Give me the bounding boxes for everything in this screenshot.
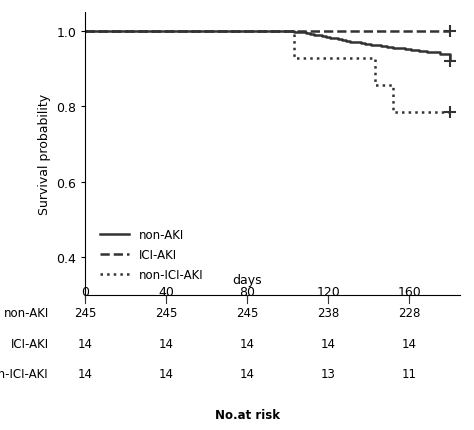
non-ICI-AKI (390, 110, 396, 115)
ICI-AKI (279, 29, 284, 34)
Text: 0: 0 (82, 285, 89, 298)
Text: 160: 160 (397, 285, 421, 298)
non-ICI-AKI (307, 56, 313, 61)
non-ICI-AKI (299, 56, 305, 61)
Text: 14: 14 (240, 367, 255, 380)
non-AKI (331, 36, 337, 41)
Text: 80: 80 (239, 285, 255, 298)
Text: 238: 238 (317, 307, 339, 319)
Text: 14: 14 (159, 367, 174, 380)
Text: 14: 14 (159, 337, 174, 350)
non-ICI-AKI (279, 29, 284, 34)
Text: non-AKI: non-AKI (4, 307, 49, 319)
Text: No.at risk: No.at risk (215, 408, 280, 421)
Text: 228: 228 (398, 307, 420, 319)
Legend: non-AKI, ICI-AKI, non-ICI-AKI: non-AKI, ICI-AKI, non-ICI-AKI (95, 224, 208, 286)
non-ICI-AKI (447, 110, 453, 115)
Text: 120: 120 (316, 285, 340, 298)
non-AKI (311, 33, 317, 38)
non-ICI-AKI (346, 56, 351, 61)
non-ICI-AKI (372, 56, 378, 61)
non-AKI (409, 48, 414, 53)
Text: 245: 245 (74, 307, 97, 319)
Text: 14: 14 (240, 337, 255, 350)
non-ICI-AKI (315, 56, 321, 61)
non-ICI-AKI (372, 83, 378, 88)
non-AKI (447, 59, 453, 64)
non-ICI-AKI (291, 29, 297, 34)
non-ICI-AKI (279, 29, 284, 34)
Text: non-ICI-AKI: non-ICI-AKI (0, 367, 49, 380)
non-ICI-AKI (299, 56, 305, 61)
non-ICI-AKI (417, 110, 422, 115)
Line: non-AKI: non-AKI (85, 32, 450, 62)
non-ICI-AKI (307, 56, 313, 61)
Y-axis label: Survival probability: Survival probability (38, 93, 51, 214)
Text: 13: 13 (321, 367, 336, 380)
non-ICI-AKI (291, 56, 297, 61)
non-ICI-AKI (382, 83, 388, 88)
non-ICI-AKI (376, 83, 382, 88)
non-ICI-AKI (329, 56, 335, 61)
non-ICI-AKI (417, 110, 422, 115)
ICI-AKI (279, 29, 284, 34)
Text: 245: 245 (155, 307, 177, 319)
Text: 245: 245 (236, 307, 258, 319)
non-AKI (315, 34, 321, 39)
Text: 14: 14 (78, 367, 93, 380)
non-ICI-AKI (82, 29, 88, 34)
Text: ICI-AKI: ICI-AKI (11, 337, 49, 350)
ICI-AKI (82, 29, 88, 34)
Text: 11: 11 (401, 367, 417, 380)
non-ICI-AKI (329, 56, 335, 61)
non-ICI-AKI (323, 56, 329, 61)
Text: 14: 14 (321, 337, 336, 350)
ICI-AKI (447, 29, 453, 34)
Text: 14: 14 (78, 337, 93, 350)
non-ICI-AKI (447, 110, 453, 115)
non-AKI (354, 40, 359, 46)
Text: 14: 14 (401, 337, 417, 350)
non-ICI-AKI (315, 56, 321, 61)
ICI-AKI (447, 29, 453, 34)
Text: 40: 40 (158, 285, 174, 298)
non-AKI (82, 29, 88, 34)
non-ICI-AKI (376, 83, 382, 88)
non-ICI-AKI (382, 83, 388, 88)
non-ICI-AKI (323, 56, 329, 61)
non-AKI (362, 42, 367, 47)
non-ICI-AKI (346, 56, 351, 61)
non-ICI-AKI (390, 83, 396, 88)
Text: days: days (232, 274, 262, 287)
Line: non-ICI-AKI: non-ICI-AKI (85, 32, 450, 112)
